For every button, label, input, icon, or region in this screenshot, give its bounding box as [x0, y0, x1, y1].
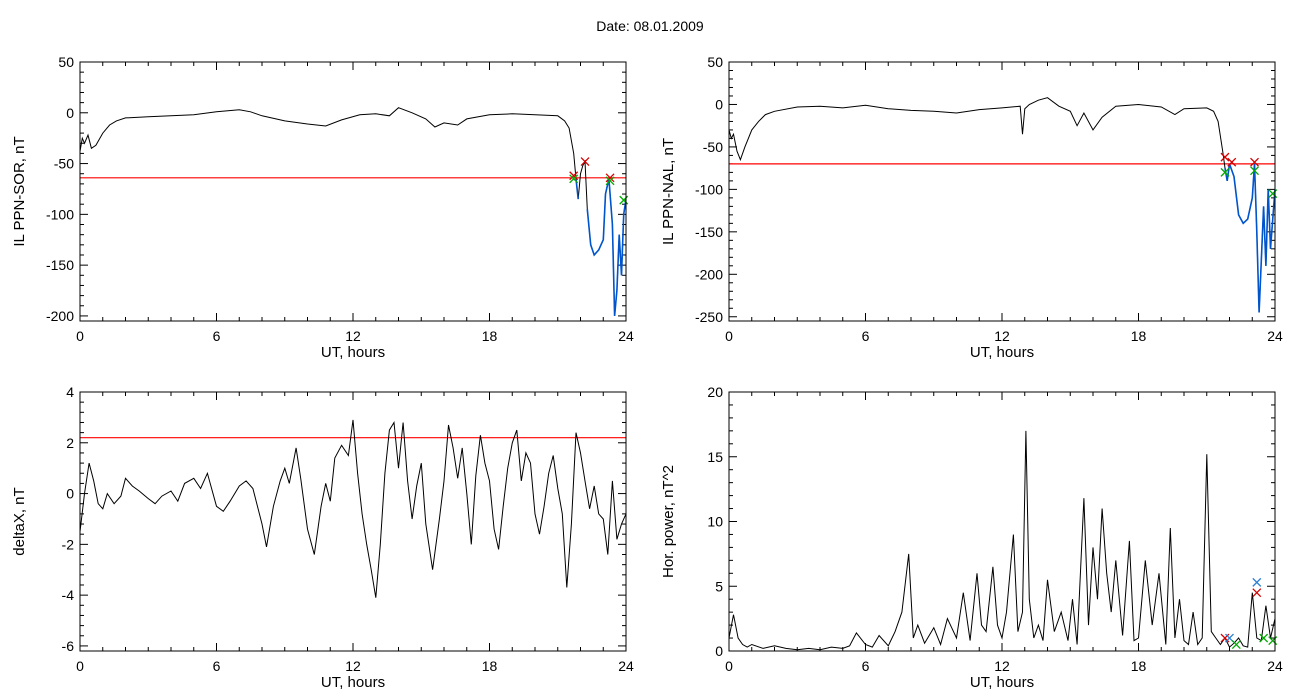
- x-tick-label: 0: [725, 328, 733, 344]
- x-tick-label: 24: [1267, 658, 1283, 674]
- x-tick-label: 0: [725, 658, 733, 674]
- panel-ppn-nal: 0 6 12 18 24 50 0 -50 -100 -150 -200 -250 UT, hours I…: [660, 54, 1283, 361]
- y-axis-label: IL PPN-SOR, nT: [11, 136, 28, 246]
- y-tick-label: 50: [707, 54, 723, 70]
- x-tick-label: 18: [482, 328, 498, 344]
- x-tick-label: 18: [1131, 328, 1147, 344]
- y-tick-label: 15: [707, 449, 723, 465]
- series-line: [80, 107, 626, 316]
- plot-frame: [728, 391, 1276, 652]
- y-tick-label: 20: [707, 384, 723, 400]
- page-title: Date: 08.01.2009: [596, 18, 704, 34]
- y-axis-label: deltaX, nT: [11, 487, 28, 555]
- y-tick-label: 0: [715, 643, 723, 659]
- y-tick-label: 5: [715, 578, 723, 594]
- event-marker: [619, 195, 629, 205]
- series-line: [729, 430, 1275, 651]
- series-line: [80, 419, 626, 598]
- y-tick-label: 0: [66, 486, 74, 502]
- y-tick-label: -50: [54, 156, 74, 172]
- y-tick-label: -150: [695, 224, 723, 240]
- y-axis-label: Hor. power, nT^2: [660, 465, 677, 578]
- y-tick-label: 0: [66, 105, 74, 121]
- x-axis-label: UT, hours: [970, 344, 1034, 361]
- x-axis-label: UT, hours: [321, 674, 385, 691]
- x-tick-label: 0: [76, 658, 84, 674]
- event-marker: [1220, 152, 1230, 162]
- event-marker: [1268, 189, 1278, 199]
- event-marker: [605, 176, 615, 186]
- x-axis-label: UT, hours: [321, 344, 385, 361]
- x-tick-label: 24: [618, 658, 634, 674]
- y-tick-label: -100: [695, 181, 723, 197]
- y-tick-label: -150: [46, 257, 74, 273]
- y-axis-label: IL PPN-NAL, nT: [660, 138, 677, 245]
- y-tick-label: -6: [62, 638, 75, 654]
- y-tick-label: 50: [58, 54, 74, 70]
- panel-hor-power: 0 6 12 18 24 20 15 10 5 0 UT, hours Hor. power, nT^…: [660, 384, 1283, 691]
- series-below-threshold: [586, 178, 626, 316]
- y-tick-label: 10: [707, 514, 723, 530]
- y-tick-label: -2: [62, 536, 75, 552]
- y-tick-label: 0: [715, 96, 723, 112]
- x-tick-label: 24: [1267, 328, 1283, 344]
- event-marker: [1259, 633, 1269, 643]
- series-line: [729, 97, 1275, 313]
- plot-frame: [728, 61, 1276, 322]
- x-tick-label: 0: [76, 328, 84, 344]
- x-tick-label: 12: [994, 328, 1010, 344]
- event-marker: [1250, 166, 1259, 176]
- plot-frame: [79, 61, 627, 322]
- y-tick-label: -50: [703, 139, 723, 155]
- x-tick-label: 6: [213, 328, 221, 344]
- x-tick-label: 12: [994, 658, 1010, 674]
- x-tick-label: 6: [862, 328, 870, 344]
- series-below-threshold: [1224, 163, 1275, 313]
- y-tick-label: -100: [46, 206, 74, 222]
- event-marker: [1252, 588, 1262, 598]
- y-tick-label: 2: [66, 435, 74, 451]
- event-marker: [1220, 633, 1230, 643]
- event-marker: [605, 173, 615, 183]
- y-tick-label: -200: [695, 266, 723, 282]
- x-tick-label: 18: [1131, 658, 1147, 674]
- event-marker: [569, 171, 579, 181]
- y-tick-label: -200: [46, 308, 74, 324]
- x-tick-label: 12: [345, 328, 361, 344]
- x-tick-label: 24: [618, 328, 634, 344]
- y-tick-label: 4: [66, 384, 74, 400]
- event-marker: [569, 174, 579, 184]
- event-marker: [580, 157, 590, 166]
- panel-deltax: 0 6 12 18 24 4 2 0 -2 -4 -6 UT, hours deltaX, nT: [11, 384, 634, 691]
- x-tick-label: 6: [213, 658, 221, 674]
- x-axis-label: UT, hours: [970, 674, 1034, 691]
- y-tick-label: -4: [62, 587, 75, 603]
- y-tick-label: -250: [695, 309, 723, 325]
- x-tick-label: 18: [482, 658, 498, 674]
- event-marker: [1220, 167, 1230, 177]
- panel-ppn-sor: 0 6 12 18 24 50 0 -50 -100 -150 -200 UT, hours IL PP…: [11, 54, 634, 361]
- event-marker: [1227, 157, 1237, 167]
- x-tick-label: 12: [345, 658, 361, 674]
- plot-frame: [79, 391, 627, 652]
- x-tick-label: 6: [862, 658, 870, 674]
- event-marker: [1250, 157, 1259, 167]
- event-marker: [1231, 640, 1241, 649]
- event-marker: [1252, 577, 1262, 587]
